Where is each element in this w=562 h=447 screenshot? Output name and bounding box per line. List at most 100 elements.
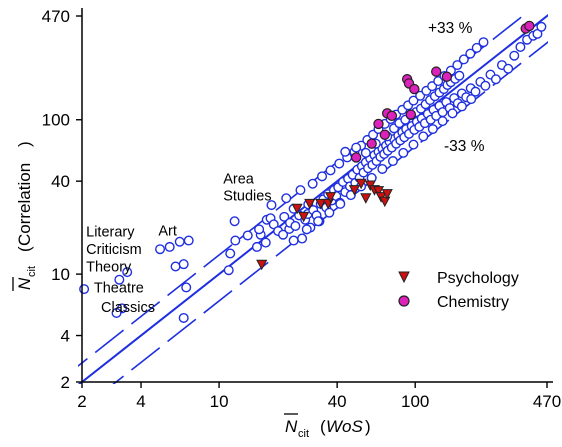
svg-text:): )	[15, 141, 34, 147]
psychology-point	[304, 198, 316, 210]
psychology-point	[291, 203, 303, 215]
field-point	[301, 224, 312, 235]
field-point	[470, 86, 481, 97]
field-point	[408, 139, 419, 150]
svg-text:): )	[365, 417, 371, 436]
field-point	[223, 265, 234, 276]
psychology-point	[256, 259, 268, 271]
field-point	[295, 185, 306, 196]
x-tick-label: 470	[533, 392, 561, 411]
field-point	[114, 274, 125, 285]
chemistry-point	[379, 129, 391, 140]
field-point	[229, 216, 240, 227]
x-tick-label: 10	[210, 392, 229, 411]
field-point	[164, 241, 175, 252]
chemistry-point	[366, 138, 377, 149]
field-point	[122, 267, 133, 278]
psychology-point	[360, 193, 372, 204]
field-point	[454, 70, 465, 81]
field-point	[433, 76, 444, 87]
field-point	[111, 307, 122, 318]
y-tick-label: 2	[61, 373, 70, 392]
field-point	[503, 63, 514, 74]
svg-text:(: (	[15, 246, 34, 252]
x-tick-label: 4	[136, 392, 145, 411]
field-point	[490, 74, 501, 85]
field-point	[324, 207, 335, 218]
field-point	[266, 200, 277, 211]
annotation-label: Theatre	[94, 281, 144, 297]
chemistry-point	[405, 109, 417, 120]
psychology-point	[298, 211, 310, 223]
field-point	[183, 235, 194, 246]
field-point	[325, 165, 336, 176]
reference-label-plus: +33 %	[428, 20, 473, 37]
y-tick-label: 470	[42, 7, 70, 26]
y-tick-label: 100	[42, 111, 70, 130]
y-tick-label: 10	[51, 265, 70, 284]
field-point	[297, 233, 308, 244]
y-tick-label: 40	[51, 172, 70, 191]
data-points	[79, 20, 547, 323]
field-point	[281, 193, 292, 204]
field-point	[478, 37, 489, 48]
psychology-point	[315, 198, 327, 210]
field-point	[471, 42, 482, 53]
x-tick-label: 100	[401, 392, 429, 411]
field-point	[251, 241, 262, 252]
field-point	[254, 224, 265, 235]
axes: 2 4 10 40 100 470 2 4 10 40 100 470	[42, 7, 562, 411]
psychology-point	[355, 178, 367, 190]
svg-text:Correlation: Correlation	[15, 163, 34, 246]
field-point	[466, 94, 477, 105]
field-point	[387, 156, 398, 167]
field-point	[360, 147, 371, 158]
annotation-label: Area	[223, 172, 255, 188]
svg-text:cit: cit	[298, 428, 309, 440]
field-point	[334, 158, 345, 169]
svg-text:N: N	[15, 277, 34, 290]
annotation-label: Studies	[223, 188, 271, 204]
legend-marker	[398, 271, 410, 284]
reference-label-minus: -33 %	[444, 138, 485, 155]
field-point	[536, 21, 547, 32]
field-point	[398, 147, 409, 158]
field-point	[458, 54, 469, 65]
x-tick-label: 2	[77, 392, 86, 411]
psychology-point	[324, 192, 337, 203]
field-point	[181, 282, 192, 293]
x-tick-label: 40	[328, 392, 347, 411]
field-point	[465, 48, 476, 59]
field-point	[447, 108, 458, 119]
annotation-label: Classics	[101, 300, 155, 316]
annotation-label: Criticism	[86, 242, 142, 258]
field-point	[278, 229, 289, 240]
field-point	[418, 131, 429, 142]
legend-marker	[398, 295, 410, 307]
psychology-point	[381, 189, 393, 200]
field-point	[427, 124, 438, 135]
field-point	[242, 230, 253, 241]
field-point	[170, 261, 181, 272]
field-point	[174, 236, 185, 247]
field-point	[79, 284, 90, 295]
field-point	[260, 237, 271, 248]
annotation-label: Art	[158, 223, 177, 239]
chemistry-point	[431, 66, 442, 77]
chemistry-point	[524, 20, 535, 32]
field-point	[317, 171, 328, 182]
field-point	[377, 163, 388, 174]
field-point	[290, 220, 301, 231]
svg-text:cit: cit	[26, 266, 38, 277]
field-point	[509, 50, 520, 61]
field-point	[279, 211, 290, 222]
field-point	[225, 248, 236, 259]
field-point	[408, 95, 419, 106]
reference-line-equal	[78, 14, 548, 384]
chemistry-point	[386, 110, 398, 122]
